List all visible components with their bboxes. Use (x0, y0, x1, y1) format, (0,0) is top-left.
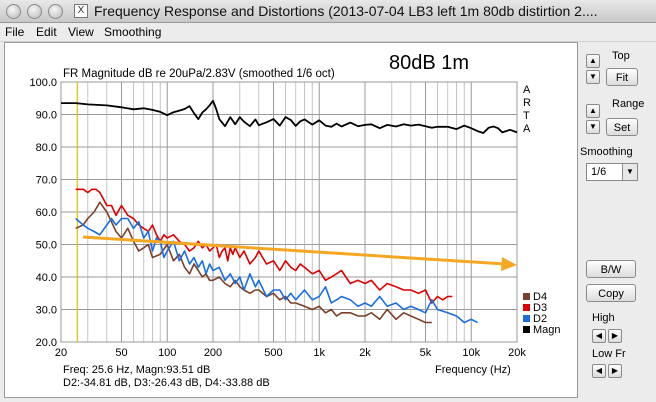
x-tick-label: 2k (359, 347, 371, 359)
legend-label-d3: D3 (533, 302, 547, 314)
lowfr-label: Low Fr (592, 348, 626, 360)
high-left-button[interactable]: ◀ (592, 329, 606, 343)
series-line-d2 (75, 217, 478, 324)
copy-button[interactable]: Copy (586, 284, 636, 302)
y-tick-label: 100.0 (29, 77, 57, 89)
smoothing-value: 1/6 (591, 166, 607, 178)
arta-letter-t: T (523, 110, 530, 122)
x-tick-label: 5k (420, 347, 432, 359)
smoothing-select[interactable]: 1/6 ▼ (586, 163, 638, 181)
y-tick-label: 80.0 (36, 142, 57, 154)
x-tick-label: 200 (204, 347, 222, 359)
range-down-button[interactable]: ▼ (586, 120, 600, 134)
y-tick-label: 50.0 (36, 240, 57, 252)
menu-bar: File Edit View Smoothing (0, 23, 656, 42)
x-tick-label: 1k (313, 347, 325, 359)
zoom-window-button[interactable] (48, 4, 63, 19)
fit-button[interactable]: Fit (606, 68, 638, 86)
readout-line1: Freq: 25.6 Hz, Magn:93.51 dB (63, 364, 210, 376)
legend-swatch-d3 (523, 304, 530, 311)
minimize-window-button[interactable] (27, 4, 42, 19)
smoothing-label: Smoothing (580, 146, 633, 158)
plot-header: FR Magnitude dB re 20uPa/2.83V (smoothed… (63, 68, 335, 80)
high-label: High (592, 312, 615, 324)
y-tick-label: 70.0 (36, 175, 57, 187)
top-down-button[interactable]: ▼ (586, 70, 600, 84)
x-tick-label: 20k (508, 347, 526, 359)
legend-label-d4: D4 (533, 291, 547, 303)
tick-labels: 20.0 30.0 40.0 50.0 60.0 70.0 80.0 90.0 100.0 20 5… (29, 77, 526, 359)
x-tick-label: 10k (462, 347, 480, 359)
legend-swatch-d4 (523, 293, 530, 300)
plot-panel: 20.0 30.0 40.0 50.0 60.0 70.0 80.0 90.0 100.0 20 5… (4, 42, 578, 398)
y-tick-label: 20.0 (36, 337, 57, 349)
x-tick-label: 20 (55, 347, 67, 359)
range-label: Range (612, 98, 645, 110)
close-window-button[interactable] (6, 4, 21, 19)
trend-arrow-head (501, 257, 517, 271)
arta-letter-r: R (523, 97, 531, 109)
bw-button[interactable]: B/W (586, 260, 636, 278)
x-tick-label: 50 (115, 347, 127, 359)
x-tick-label: 100 (158, 347, 176, 359)
trend-arrow-shaft (82, 235, 506, 266)
legend-label-d2: D2 (533, 313, 547, 325)
menu-file[interactable]: File (5, 25, 25, 39)
set-button[interactable]: Set (606, 118, 638, 136)
menu-edit[interactable]: Edit (36, 25, 57, 39)
menu-smoothing[interactable]: Smoothing (104, 25, 162, 39)
top-label: Top (612, 50, 630, 62)
x11-app-icon: X (74, 4, 88, 18)
arta-letter-a2: A (523, 123, 531, 135)
control-panel: ▲ ▼ Top Fit ▲ ▼ Range Set Smoothing 1/6 … (578, 42, 656, 396)
series-line-magn (61, 99, 518, 134)
title-bar: X Frequency Response and Distortions (20… (0, 0, 656, 23)
lowfr-left-button[interactable]: ◀ (592, 364, 606, 378)
lowfr-right-button[interactable]: ▶ (608, 364, 622, 378)
legend-label-magn: Magn (533, 324, 561, 336)
y-tick-label: 60.0 (36, 207, 57, 219)
y-tick-label: 30.0 (36, 305, 57, 317)
range-up-button[interactable]: ▲ (586, 104, 600, 118)
y-tick-label: 40.0 (36, 272, 57, 284)
big-label: 80dB 1m (389, 52, 469, 74)
legend-swatch-magn (523, 326, 530, 333)
freq-axis-label: Frequency (Hz) (435, 364, 511, 376)
chevron-down-icon: ▼ (622, 164, 637, 180)
menu-view[interactable]: View (68, 25, 94, 39)
y-tick-label: 90.0 (36, 110, 57, 122)
frequency-response-chart[interactable]: 20.0 30.0 40.0 50.0 60.0 70.0 80.0 90.0 100.0 20 5… (5, 43, 577, 397)
series-line-d3 (75, 188, 453, 304)
window-title: Frequency Response and Distortions (2013… (94, 3, 598, 19)
top-up-button[interactable]: ▲ (586, 54, 600, 68)
x-tick-label: 500 (264, 347, 282, 359)
readout-line2: D2:-34.81 dB, D3:-26.43 dB, D4:-33.88 dB (63, 377, 270, 389)
arta-letter-a: A (523, 84, 531, 96)
high-right-button[interactable]: ▶ (608, 329, 622, 343)
legend-swatch-d2 (523, 315, 530, 322)
